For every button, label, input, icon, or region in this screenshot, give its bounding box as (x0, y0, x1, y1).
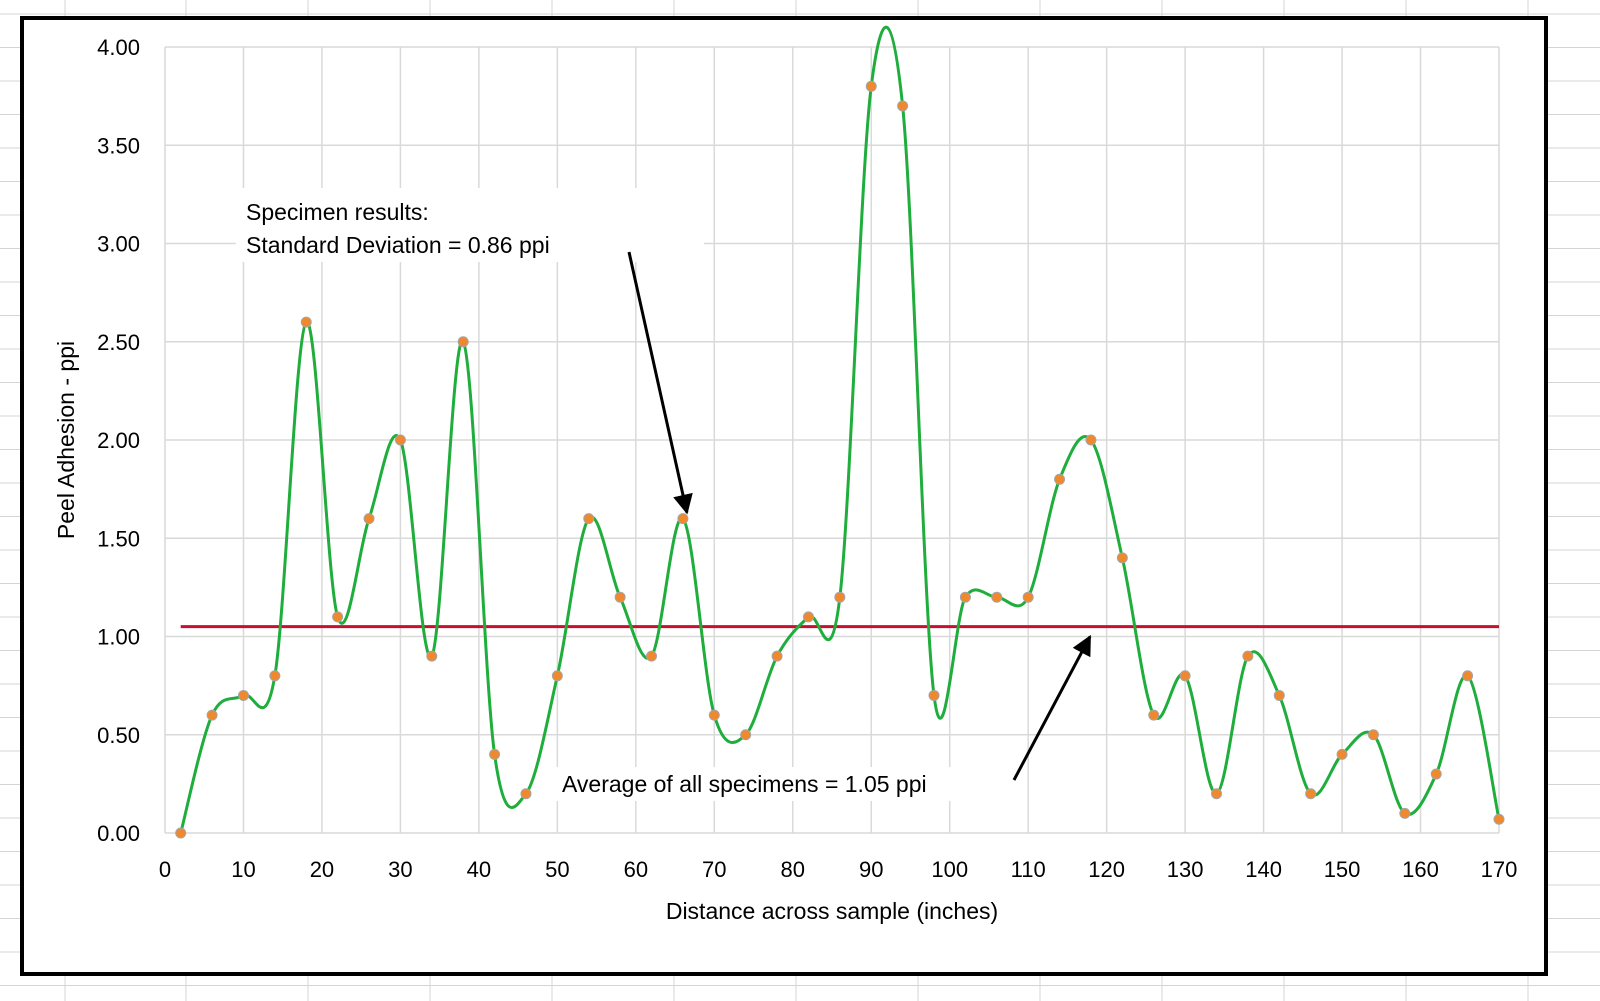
y-tick-label: 2.50 (97, 330, 140, 355)
data-points (175, 80, 1505, 839)
annotation-box (554, 767, 974, 801)
annotation-text: Standard Deviation = 0.86 ppi (246, 232, 550, 258)
y-tick-label: 3.00 (97, 232, 140, 257)
x-tick-label: 10 (231, 857, 255, 882)
annotation-arrow (1012, 634, 1092, 781)
data-point-marker (991, 591, 1003, 603)
data-point-marker (1211, 788, 1223, 800)
x-tick-label: 170 (1481, 857, 1518, 882)
y-axis-title: Peel Adhesion - ppi (53, 341, 79, 539)
annotation-box (236, 188, 704, 262)
data-point-marker (332, 611, 344, 623)
data-point-marker (1116, 552, 1128, 564)
data-point-marker (1462, 670, 1474, 682)
data-point-marker (646, 650, 658, 662)
data-point-marker (269, 670, 281, 682)
y-tick-label: 1.00 (97, 625, 140, 650)
x-tick-label: 30 (388, 857, 412, 882)
data-point-marker (489, 748, 501, 760)
data-point-marker (771, 650, 783, 662)
data-point-marker (1493, 813, 1505, 825)
x-tick-label: 90 (859, 857, 883, 882)
data-point-marker (457, 336, 469, 348)
x-tick-label: 100 (931, 857, 968, 882)
data-point-marker (551, 670, 563, 682)
data-point-marker (363, 513, 375, 525)
gridlines (164, 46, 1500, 834)
x-tick-label: 160 (1402, 857, 1439, 882)
series-line (179, 25, 1501, 834)
data-point-marker (175, 827, 187, 839)
x-tick-label: 80 (781, 857, 805, 882)
x-tick-label: 120 (1088, 857, 1125, 882)
data-point-marker (583, 513, 595, 525)
data-point-marker (865, 80, 877, 92)
data-point-marker (520, 788, 532, 800)
data-point-marker (1336, 748, 1348, 760)
x-tick-label: 60 (624, 857, 648, 882)
data-point-marker (897, 100, 909, 112)
data-point-marker (1242, 650, 1254, 662)
x-tick-label: 110 (1011, 857, 1046, 882)
y-tick-label: 1.50 (97, 526, 140, 551)
x-tick-label: 0 (159, 857, 171, 882)
x-tick-label: 20 (310, 857, 334, 882)
data-point-marker (959, 591, 971, 603)
data-point-marker (206, 709, 218, 721)
y-tick-label: 3.50 (97, 133, 140, 158)
y-axis-tick-labels: 0.00 0.50 1.00 1.50 2.00 2.50 3.00 3.50 4.00 (97, 35, 140, 846)
annotations: Specimen results: Standard Deviation = 0.… (236, 188, 1092, 801)
data-point-marker (802, 611, 814, 623)
data-point-marker (1054, 473, 1066, 485)
annotation-text: Specimen results: (246, 199, 429, 225)
series-group (179, 25, 1501, 834)
line-chart: 0.00 0.50 1.00 1.50 2.00 2.50 3.00 3.50 4.00 0 10… (53, 25, 1517, 924)
x-tick-label: 150 (1324, 857, 1361, 882)
data-point-marker (1148, 709, 1160, 721)
data-point-marker (1430, 768, 1442, 780)
data-point-marker (1273, 689, 1285, 701)
annotation-arrow (627, 251, 693, 515)
x-tick-label: 140 (1245, 857, 1282, 882)
data-point-marker (1022, 591, 1034, 603)
data-point-marker (1367, 729, 1379, 741)
x-axis-tick-labels: 0 10 20 30 40 50 60 70 80 90 100 110 120 130 140 150 160… (159, 857, 1517, 882)
data-point-marker (1179, 670, 1191, 682)
y-tick-label: 0.50 (97, 723, 140, 748)
data-point-marker (614, 591, 626, 603)
data-point-marker (677, 513, 689, 525)
data-point-marker (834, 591, 846, 603)
x-tick-label: 130 (1167, 857, 1204, 882)
data-point-marker (708, 709, 720, 721)
x-tick-label: 40 (467, 857, 491, 882)
x-axis-title: Distance across sample (inches) (666, 898, 998, 924)
chart-frame: 0.00 0.50 1.00 1.50 2.00 2.50 3.00 3.50 4.00 0 10… (20, 16, 1548, 976)
y-tick-label: 2.00 (97, 428, 140, 453)
y-tick-label: 0.00 (97, 821, 140, 846)
data-point-marker (426, 650, 438, 662)
data-point-marker (928, 689, 940, 701)
data-point-marker (394, 434, 406, 446)
x-tick-label: 70 (702, 857, 726, 882)
data-point-marker (300, 316, 312, 328)
data-point-marker (1305, 788, 1317, 800)
data-point-marker (1085, 434, 1097, 446)
data-point-marker (740, 729, 752, 741)
data-point-marker (237, 689, 249, 701)
data-point-marker (1399, 807, 1411, 819)
y-tick-label: 4.00 (97, 35, 140, 60)
annotation-text: Average of all specimens = 1.05 ppi (562, 771, 927, 797)
x-tick-label: 50 (545, 857, 569, 882)
